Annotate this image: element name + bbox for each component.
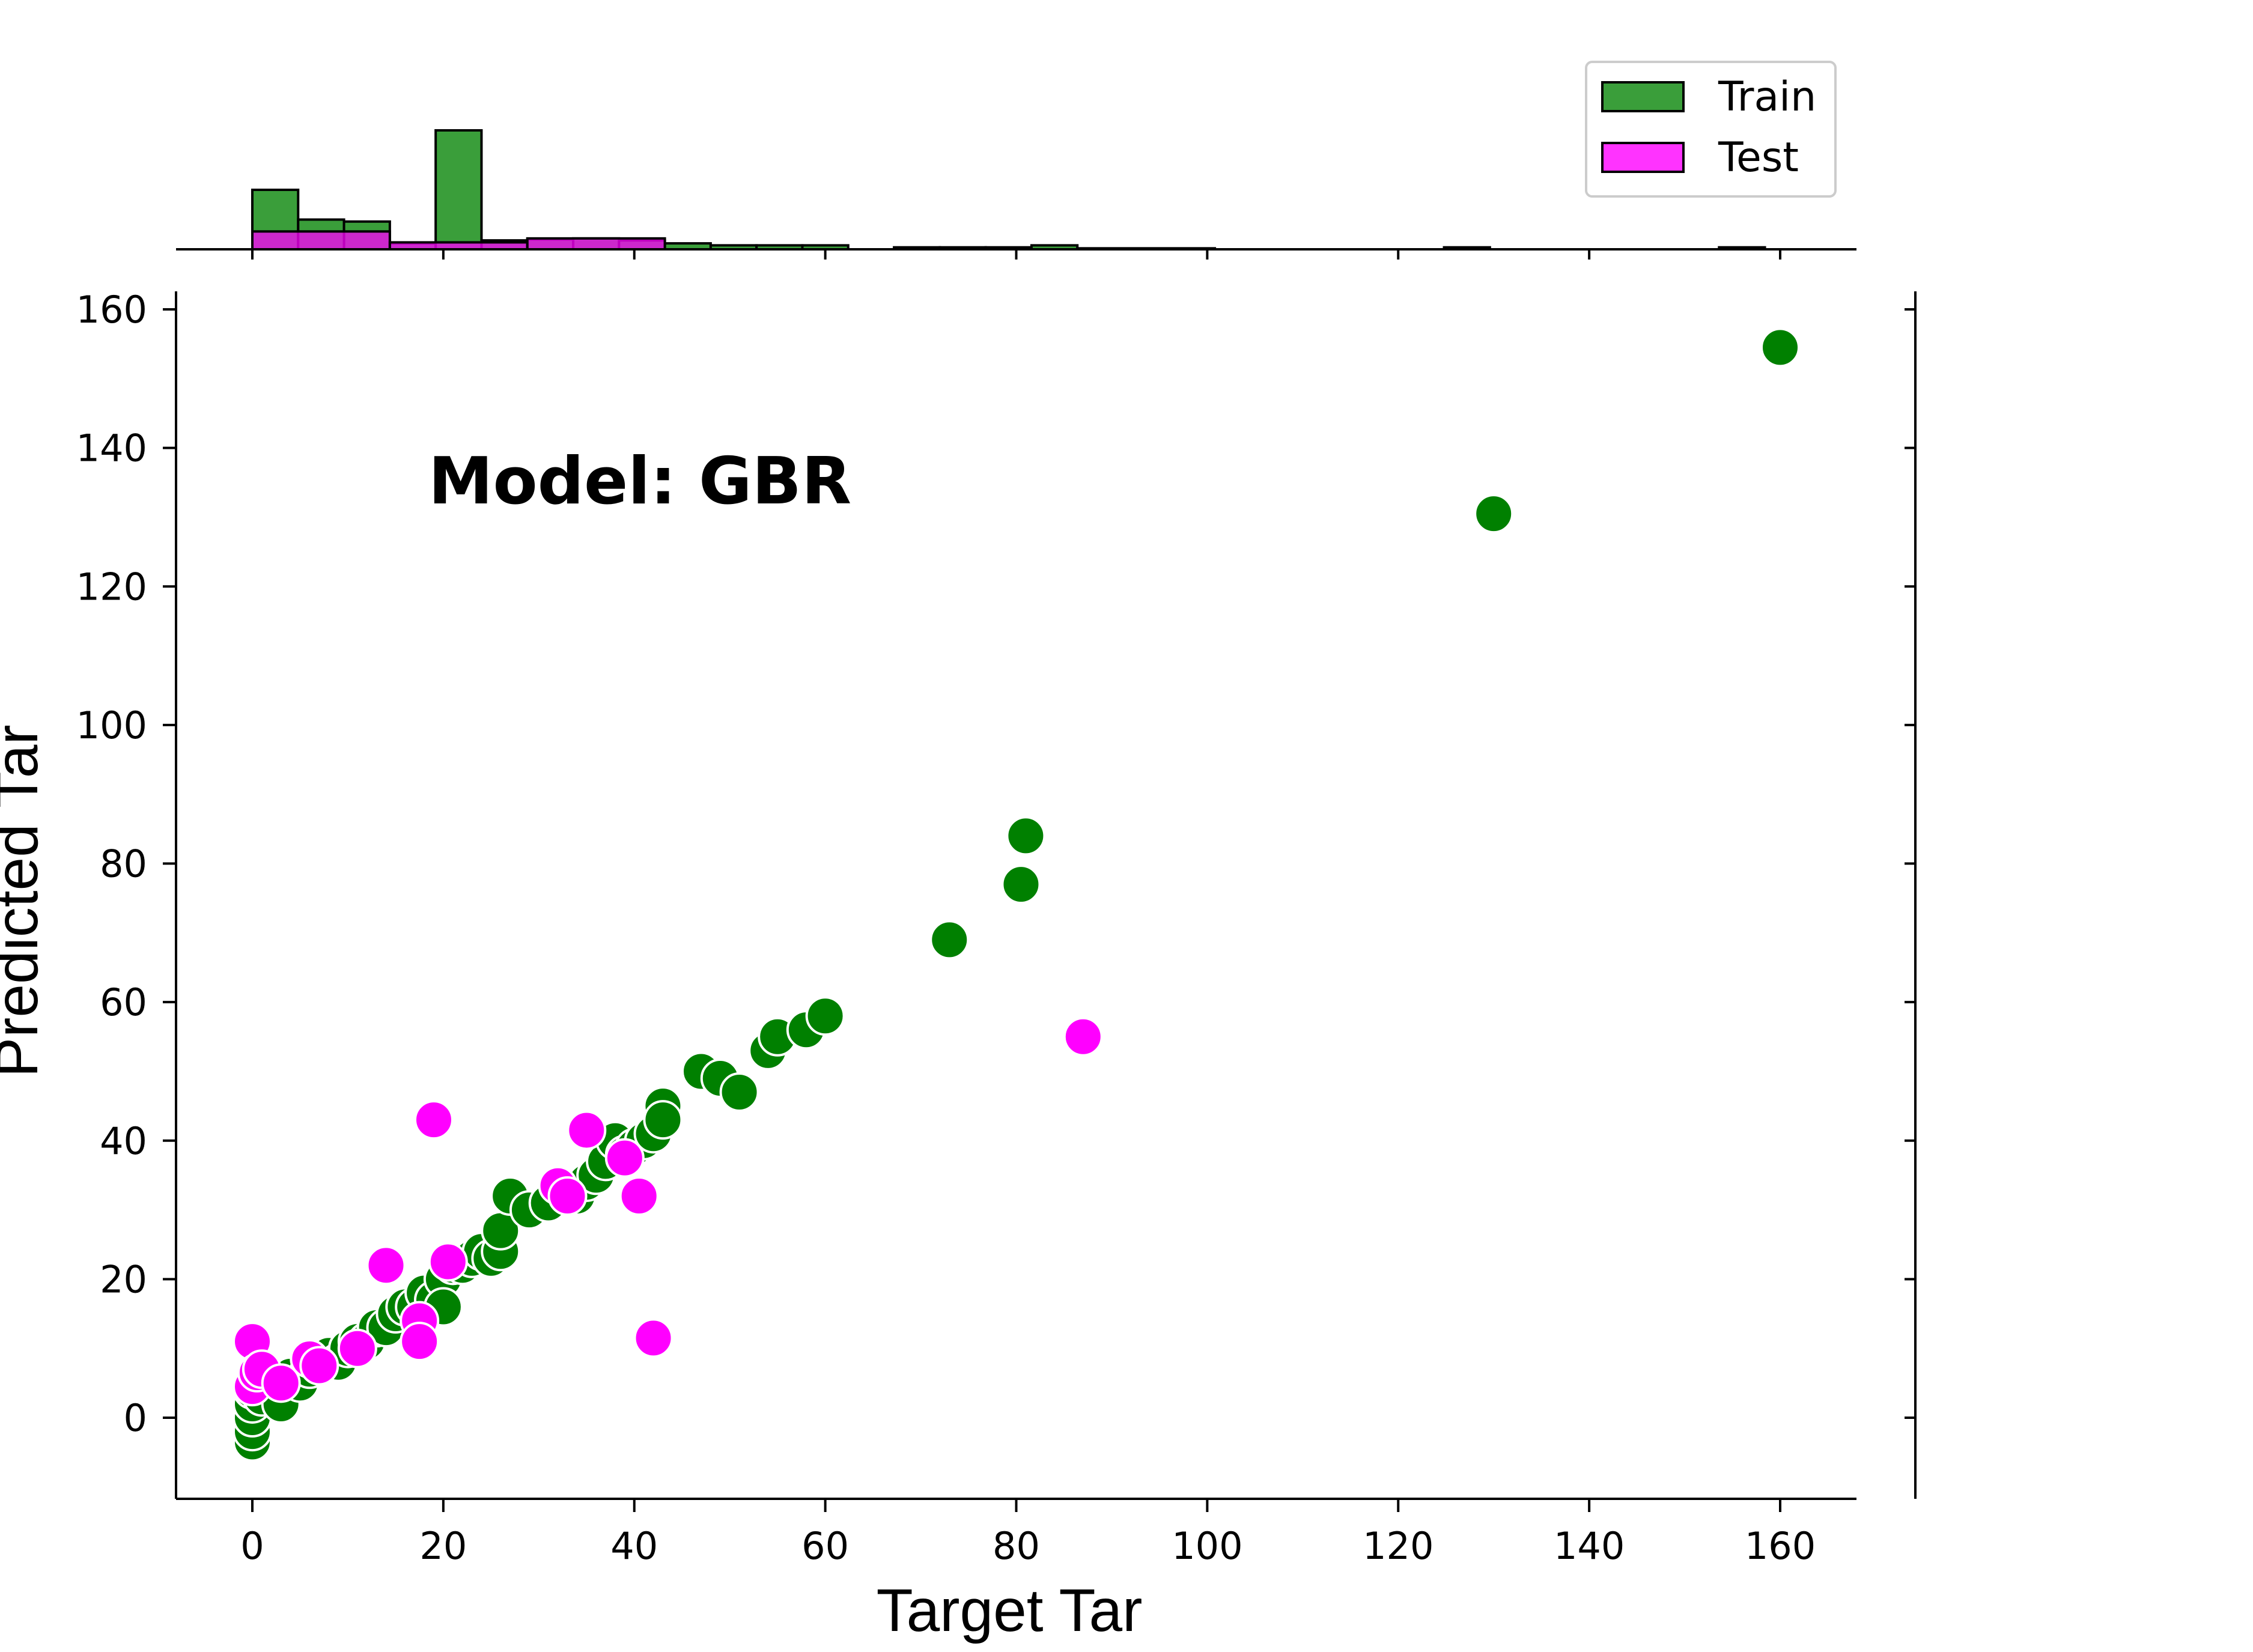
x-tick-label-0: 0 [240, 1524, 264, 1568]
scatter-point-train-57 [1006, 816, 1046, 856]
scatter-point-test-17 [619, 1176, 659, 1216]
scatter-point-test-8 [366, 1245, 406, 1286]
scatter-point-train-54 [805, 996, 845, 1036]
x-ticks: 0 20 40 60 80 100 120 140 160 [240, 1499, 1816, 1568]
scatter-point-test-7 [337, 1328, 377, 1368]
legend-label-test: Test [1718, 134, 1799, 181]
scatter-points [233, 327, 1800, 1462]
y-tick-label-5: 100 [76, 703, 147, 747]
y-tick-label-7: 140 [76, 427, 147, 470]
scatter-point-train-47 [643, 1100, 683, 1140]
histogram-bar-test-0 [251, 230, 391, 251]
y-tick-label-4: 80 [100, 842, 147, 886]
x-tick-label-4: 80 [993, 1524, 1040, 1568]
marginal-histogram [251, 129, 1766, 251]
scatter-point-test-18 [633, 1318, 673, 1358]
x-tick-label-6: 120 [1363, 1524, 1434, 1568]
scatter-point-train-58 [1474, 494, 1514, 534]
x-tick-label-5: 100 [1172, 1524, 1242, 1568]
scatter-point-test-12 [428, 1242, 468, 1282]
y-tick-label-8: 160 [76, 288, 147, 332]
y-tick-label-1: 20 [100, 1257, 147, 1301]
legend-swatch-train [1601, 81, 1685, 112]
scatter-point-train-56 [1001, 864, 1041, 905]
model-annotation: Model: GBR [428, 444, 851, 519]
scatter-point-train-59 [1760, 327, 1800, 368]
legend-label-train: Train [1718, 73, 1816, 121]
y-axis-title: Predicted Tar [0, 724, 50, 1077]
x-tick-label-7: 140 [1554, 1524, 1625, 1568]
legend: Train Test [1585, 61, 1837, 198]
histogram-bar-test-2 [526, 237, 666, 251]
scatter-point-test-15 [567, 1110, 607, 1150]
histogram-ticks [251, 249, 1781, 260]
scatter-point-test-14 [547, 1176, 588, 1216]
scatter-point-test-10 [400, 1322, 440, 1362]
y-tick-label-3: 60 [100, 980, 147, 1024]
y-ticks: 0 20 40 60 80 100 120 140 160 [76, 288, 1915, 1440]
legend-swatch-test [1601, 142, 1685, 173]
x-tick-label-2: 40 [610, 1524, 658, 1568]
y-tick-label-2: 40 [100, 1119, 147, 1163]
y-tick-label-0: 0 [124, 1396, 147, 1440]
scatter-point-train-50 [719, 1072, 759, 1113]
x-axis-title: Target Tar [877, 1577, 1143, 1644]
x-tick-label-3: 60 [801, 1524, 849, 1568]
scatter-point-test-4 [261, 1363, 301, 1403]
scatter-point-test-6 [299, 1346, 339, 1386]
x-tick-label-8: 160 [1745, 1524, 1816, 1568]
scatter-point-train-55 [929, 920, 970, 960]
y-tick-label-6: 120 [76, 565, 147, 609]
x-tick-label-1: 20 [419, 1524, 467, 1568]
scatter-point-test-11 [413, 1100, 454, 1140]
histogram-bar-train-4 [434, 129, 483, 251]
scatter-point-test-19 [1063, 1016, 1103, 1057]
scatter-point-test-16 [604, 1138, 645, 1178]
